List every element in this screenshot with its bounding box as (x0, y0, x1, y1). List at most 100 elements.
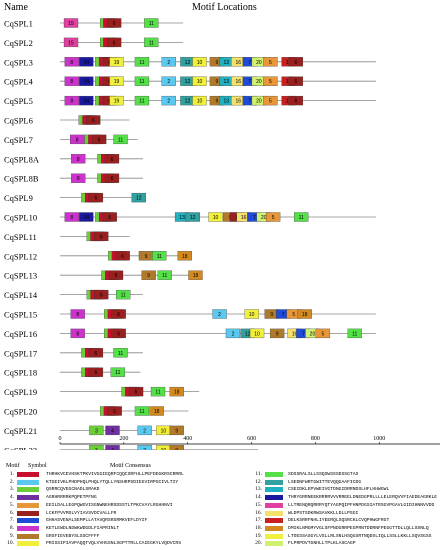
motif-box-label: 6 (100, 234, 103, 240)
motif-box-label: 5 (272, 215, 275, 221)
motif-box-label: 6 (95, 196, 98, 202)
motif-box-label: 10 (161, 448, 167, 450)
motif-box-label: 20 (310, 331, 316, 337)
legend-swatch (17, 533, 39, 539)
motif-box-label: 5 (322, 331, 325, 337)
legend-consensus-sequence: THRYGRRNEEKRRRRVVVRREELDNEDGPRLLLLELERQV… (288, 495, 438, 501)
gene-label: CqSPL19 (4, 387, 37, 397)
motif-box-12 (185, 212, 200, 222)
motif-box-label: 9 (175, 448, 178, 450)
x-axis-tick-label: 400 (183, 436, 192, 442)
legend-head-symbol: Symbol (28, 463, 47, 469)
motif-box-6 (94, 231, 109, 242)
motif-box-label: 7 (248, 60, 251, 66)
motif-box-label: 19 (114, 79, 120, 85)
legend-consensus-sequence: KETLEWDLNDWKWDGDLFIAPRINLT (46, 525, 120, 531)
legend-consensus-sequence: LLTRENQRQRRRYQTYAGPQIPFHNPDGSIATRSGVPGAV… (288, 502, 435, 508)
legend-swatch (17, 495, 39, 501)
motif-box-label: 6 (294, 99, 297, 105)
motif-box-label: 6 (100, 293, 103, 299)
gene-label: CqSPL8B (4, 174, 39, 184)
motif-box-14 (79, 76, 94, 86)
legend-number: 16. (255, 509, 262, 516)
motif-box-label: 14 (83, 99, 89, 105)
motif-box-6 (111, 328, 126, 339)
motif-box-label: 18 (193, 273, 199, 279)
legend-swatch (265, 479, 283, 485)
motif-box-5 (315, 328, 331, 339)
legend-swatch (265, 518, 283, 524)
motif-box-label: 9 (216, 79, 219, 85)
motif-box-3 (89, 445, 104, 450)
motif-box-label: 10 (161, 428, 167, 434)
motif-box-10 (192, 76, 207, 86)
motif-box-6 (288, 57, 304, 67)
legend-number: 15. (255, 501, 262, 508)
legend-swatch (265, 502, 283, 508)
gene-label: CqSPL5 (4, 96, 33, 106)
motif-box-11 (134, 57, 150, 67)
motif-box-label: 7 (302, 331, 305, 337)
motif-box-label: 16 (236, 60, 242, 66)
motif-box-18 (297, 309, 312, 319)
motif-box-label: 19 (114, 99, 120, 105)
motif-box-4 (105, 425, 120, 436)
motif-box-label: 11 (139, 99, 144, 105)
x-axis-tick-label: 1000 (373, 436, 385, 442)
legend-number: 14. (255, 494, 262, 501)
motif-box-10 (249, 328, 265, 339)
motif-box-6 (88, 367, 104, 377)
motif-box-label: 2 (218, 312, 221, 318)
gene-label: CqSPL13 (4, 271, 37, 281)
motif-box-8 (64, 57, 79, 67)
gene-label: CqSPL2 (4, 38, 33, 48)
motif-box-label: 20 (261, 215, 267, 221)
motif-box-label: 12 (136, 196, 142, 202)
name-header: Name (4, 2, 28, 13)
motif-box-label: 6 (111, 157, 114, 163)
motif-box-11 (294, 212, 309, 222)
motif-box-label: 6 (113, 21, 116, 27)
motif-box-2 (137, 445, 152, 450)
motif-box-label: 20 (256, 79, 262, 85)
gene-label: CqSPL11 (4, 232, 37, 242)
motif-box-label: 11 (149, 21, 154, 27)
gene-label: CqSPL16 (4, 329, 37, 339)
motif-box-label: 6 (121, 254, 124, 260)
motif-box-label: 9 (147, 273, 150, 279)
motif-box-label: 8 (76, 137, 79, 143)
legend-number: 17. (255, 517, 262, 524)
motif-box-6 (107, 406, 122, 416)
legend-number: 12. (255, 478, 262, 485)
motif-box-label: 6 (113, 40, 116, 46)
legend-swatch (265, 495, 283, 501)
motif-box-6 (104, 154, 120, 164)
legend-consensus-sequence: LCKFPVVMSLVYIAVSVDCVALLFR (46, 510, 117, 516)
motif-box-label: 6 (108, 215, 111, 221)
legend-consensus-sequence: LTOESSASGYLVSLLRLSNLHSQGSRTNQDSLIQLLSSLL… (288, 533, 432, 539)
motif-box-14 (79, 95, 94, 106)
motif-box-11 (157, 270, 172, 280)
motif-box-label: 6 (98, 137, 101, 143)
motif-box-label: 6 (117, 331, 120, 337)
legend-swatch (17, 518, 39, 524)
legend-swatch (265, 541, 283, 547)
motif-box-label: 6 (115, 273, 118, 279)
motif-box-label: 10 (197, 99, 203, 105)
gene-label: CqSPL4 (4, 77, 34, 87)
motif-box-11 (144, 18, 159, 28)
motif-box-label: 12 (245, 331, 251, 337)
gene-label: CqSPL12 (4, 251, 37, 261)
motif-box-11 (134, 76, 150, 86)
motif-box-label: 11 (149, 40, 154, 46)
motif-box-11 (113, 348, 128, 358)
motif-box-label: 12 (185, 99, 191, 105)
gene-label: CqSPL6 (4, 116, 33, 126)
gene-label: CqSPL9 (4, 193, 33, 203)
motif-box-label: 9 (216, 60, 219, 66)
gene-label: CqSPL15 (4, 310, 37, 320)
motif-box-label: 10 (249, 312, 255, 318)
motif-box-label: 16 (236, 79, 242, 85)
motif-box-14 (79, 57, 94, 67)
gene-label: CqSPL10 (4, 213, 37, 223)
